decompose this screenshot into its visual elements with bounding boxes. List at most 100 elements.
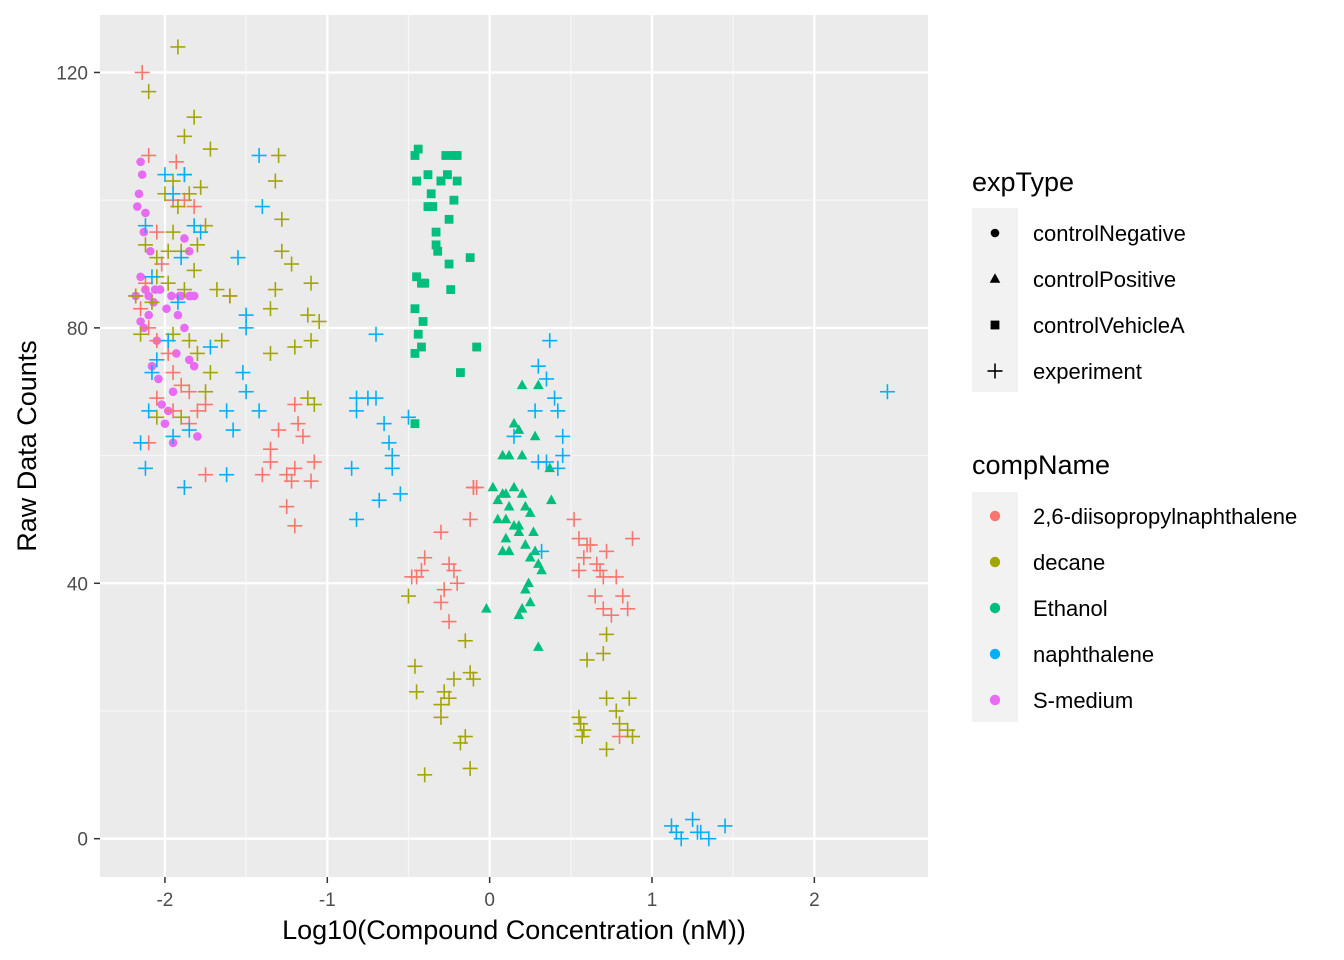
data-point [238,320,254,336]
data-point [400,588,416,604]
square-marker [436,176,446,186]
triangle-marker [524,596,536,607]
data-point [412,176,421,186]
data-point [472,342,482,352]
data-point [300,390,316,406]
legend-label-control-vehicle-a: controlVehicleA [1033,313,1185,338]
circle-marker [168,387,178,397]
color-legend-title: compName [972,450,1110,480]
data-point [186,262,202,278]
data-point [306,454,322,470]
data-point [608,569,624,585]
data-point [279,499,295,515]
data-point [533,558,544,568]
triangle-marker [500,488,512,498]
data-point [173,409,189,425]
data-point [462,511,478,527]
triangle-marker [513,424,525,434]
data-point [603,607,619,623]
data-point [149,250,165,266]
data-point [202,365,218,381]
data-point [462,760,478,776]
data-point [625,531,641,547]
data-point [500,513,512,524]
data-point [133,326,149,342]
series-ethanol-triangle [481,379,557,651]
data-point [550,403,566,419]
data-point [189,237,205,253]
data-point [235,365,251,381]
data-point [144,365,160,381]
circle-marker [180,323,189,333]
data-point [172,349,181,358]
data-point [154,374,163,384]
data-point [167,291,176,301]
data-point [516,379,528,390]
major-gridlines [100,15,928,877]
triangle-marker [533,641,544,651]
data-point [449,575,465,591]
data-point [136,157,145,167]
data-point [409,684,425,700]
x-tick-label: 1 [647,890,658,911]
data-point [457,633,473,649]
circle-marker [133,202,142,211]
data-point [536,564,547,575]
data-point [441,614,457,630]
legend-label-naphthalene: naphthalene [1033,642,1154,667]
triangle-marker [513,526,525,536]
data-point [481,603,492,613]
x-tick-label: 0 [484,890,495,911]
data-point [165,173,181,189]
data-point [186,291,196,301]
data-point [306,396,322,412]
data-point [524,551,536,562]
square-marker [423,170,433,180]
data-point [529,430,541,441]
square-marker [433,246,443,256]
circle-marker [137,170,147,179]
data-point [144,269,160,285]
square-marker [418,317,428,326]
data-point [349,511,365,527]
data-point [176,480,192,496]
data-point [139,227,149,237]
triangle-marker [533,558,544,568]
square-marker [444,214,454,224]
data-point [417,767,433,783]
data-point [157,400,166,409]
data-point [149,409,165,425]
circle-marker [189,361,199,371]
data-point [181,186,197,202]
data-point [368,326,384,342]
data-point [528,526,539,536]
data-point [209,282,225,298]
series-naphthalene-plus [133,147,895,847]
triangle-marker [516,603,528,613]
y-axis: 0 40 80 120 [56,63,100,851]
data-point [412,272,421,282]
data-point [446,671,462,687]
data-point [620,601,636,617]
data-point [595,569,611,585]
data-point [344,460,360,476]
data-point [508,481,520,492]
minor-gridlines [100,15,928,877]
data-point [444,214,454,224]
triangle-marker [520,539,531,549]
data-point [452,735,468,751]
data-point [175,291,184,301]
data-point [423,170,433,180]
data-point [189,345,205,361]
square-marker [428,202,438,211]
data-point [410,349,420,358]
data-point [267,282,283,298]
square-marker [410,419,420,429]
data-point [599,626,615,642]
legend-label-experiment: experiment [1033,359,1142,384]
data-point [446,563,462,579]
data-point [417,342,426,352]
data-point [165,224,181,240]
data-point [523,577,534,588]
